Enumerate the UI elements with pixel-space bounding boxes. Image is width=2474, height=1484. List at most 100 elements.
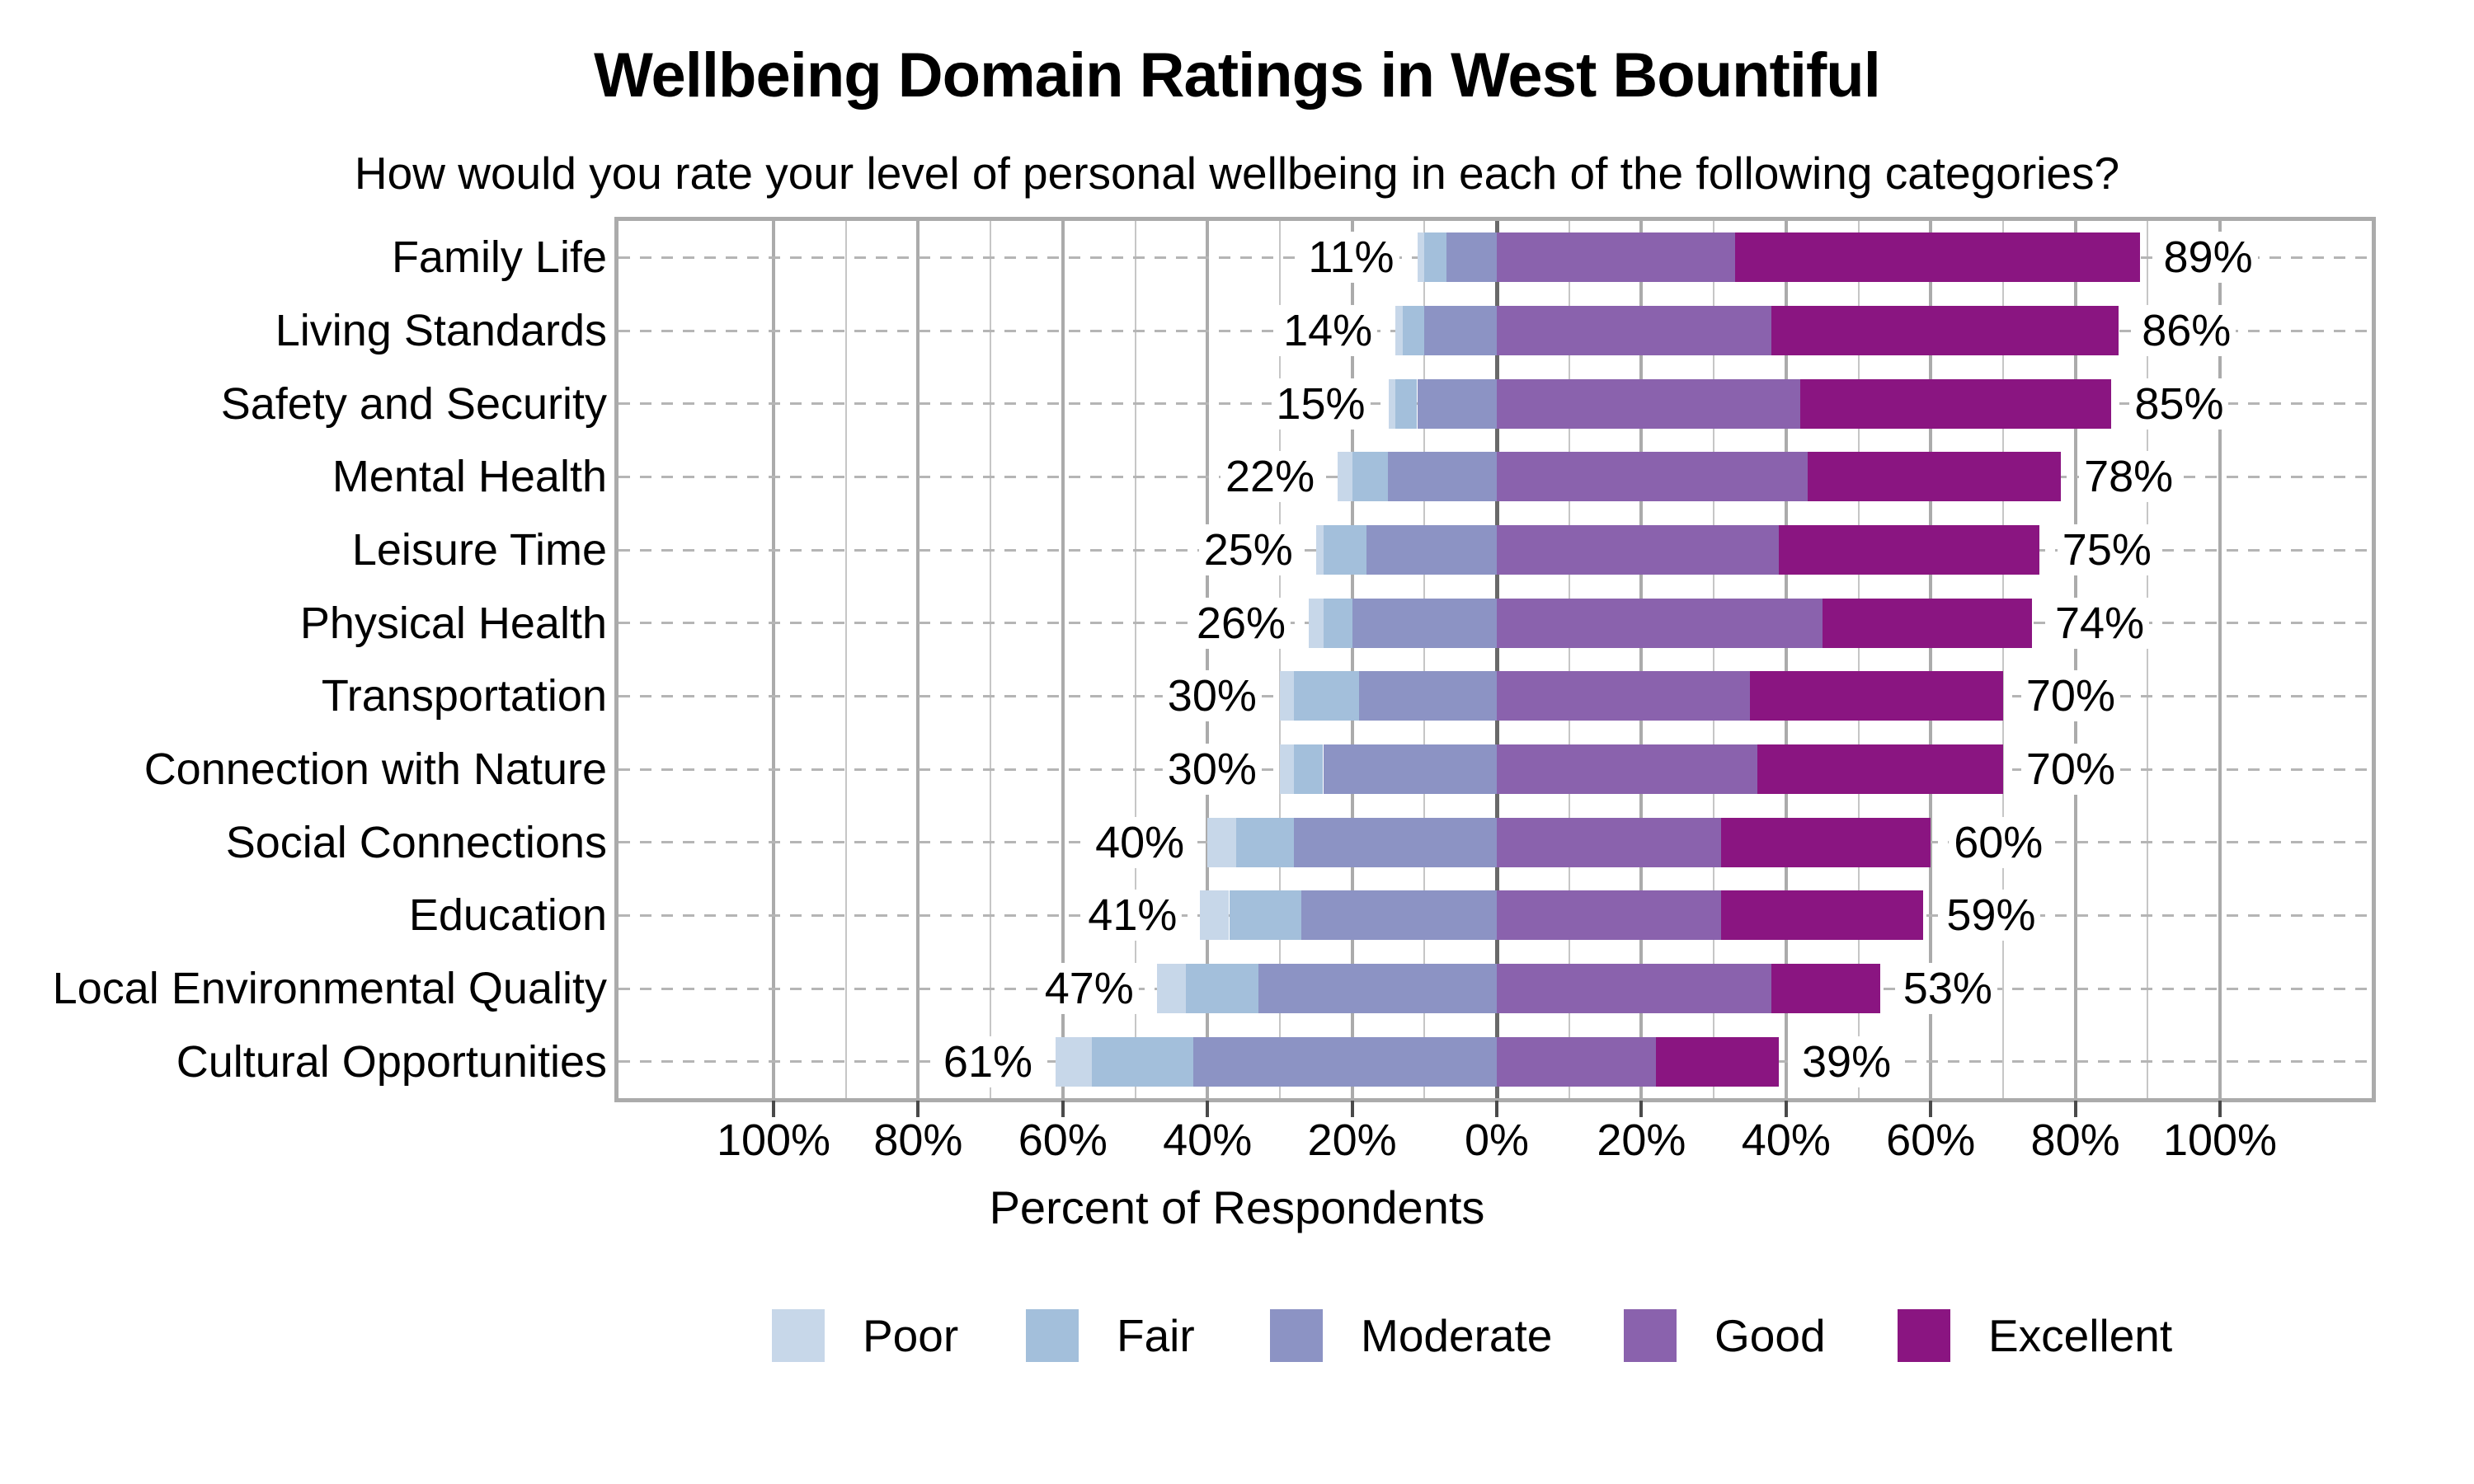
bar-segment-moderate — [1294, 817, 1497, 867]
category-label: Leisure Time — [351, 525, 607, 575]
category-label: Family Life — [391, 232, 607, 283]
legend-swatch-excellent — [1898, 1309, 1950, 1362]
bar-segment-moderate — [1446, 232, 1497, 283]
x-axis-tick-label: 80% — [873, 1115, 963, 1165]
category-label: Transportation — [321, 671, 607, 721]
legend-label-moderate: Moderate — [1361, 1309, 1553, 1361]
vertical-gridline — [844, 221, 847, 1098]
plot-frame — [614, 217, 2376, 1102]
x-axis-tick — [2218, 1101, 2222, 1117]
legend-swatch-good — [1624, 1309, 1677, 1362]
vertical-gridline — [990, 221, 992, 1098]
x-axis-tick-label: 40% — [1163, 1115, 1253, 1165]
category-label: Connection with Nature — [143, 744, 607, 794]
x-axis-tick-label: 60% — [1018, 1115, 1108, 1165]
bar-segment-fair — [1236, 817, 1295, 867]
vertical-gridline — [1713, 221, 1715, 1098]
x-axis-tick — [1929, 1101, 1933, 1117]
bar-segment-moderate — [1424, 306, 1497, 355]
bar-segment-excellent — [1749, 671, 2003, 721]
bar-segment-moderate — [1258, 964, 1497, 1013]
bar-segment-excellent — [1779, 525, 2039, 575]
vertical-gridline — [1568, 221, 1570, 1098]
category-label: Cultural Opportunities — [176, 1036, 607, 1087]
right-total-label: 89% — [2158, 232, 2258, 284]
x-axis-tick — [1784, 1101, 1788, 1117]
left-total-label: 30% — [1162, 743, 1262, 796]
left-total-label: 47% — [1039, 962, 1139, 1015]
x-axis-tick — [1206, 1101, 1210, 1117]
bar-segment-excellent — [1808, 452, 2061, 502]
right-total-label: 78% — [2079, 451, 2179, 503]
x-axis-tick — [1639, 1101, 1644, 1117]
x-axis-tick-label: 100% — [716, 1115, 831, 1165]
legend-swatch-moderate — [1270, 1309, 1323, 1362]
vertical-gridline — [2073, 221, 2077, 1098]
vertical-gridline — [772, 221, 775, 1098]
chart-subtitle: How would you rate your level of persona… — [354, 148, 2120, 199]
bar-segment-fair — [1294, 744, 1324, 794]
legend-label-excellent: Excellent — [1988, 1309, 2173, 1361]
vertical-gridline — [916, 221, 920, 1098]
right-total-label: 75% — [2057, 524, 2157, 576]
category-label: Social Connections — [225, 817, 607, 867]
bar-segment-good — [1497, 232, 1736, 283]
bar-segment-moderate — [1352, 598, 1497, 648]
bar-segment-fair — [1185, 964, 1258, 1013]
vertical-gridline — [1423, 221, 1426, 1098]
right-total-label: 39% — [1797, 1036, 1897, 1087]
vertical-gridline — [2001, 221, 2004, 1098]
legend-label-good: Good — [1714, 1309, 1826, 1361]
vertical-gridline — [1929, 221, 1933, 1098]
x-axis-tick-label: 40% — [1741, 1115, 1831, 1165]
vertical-gridline — [1206, 221, 1210, 1098]
bar-segment-poor — [1056, 1036, 1092, 1087]
category-label: Education — [408, 890, 607, 941]
bar-segment-poor — [1388, 378, 1396, 429]
bar-segment-poor — [1315, 525, 1324, 575]
left-total-label: 11% — [1303, 232, 1399, 284]
left-total-label: 15% — [1271, 378, 1371, 430]
vertical-gridline — [1784, 221, 1788, 1098]
bar-segment-excellent — [1655, 1036, 1779, 1087]
x-axis-tick-label: 100% — [2162, 1115, 2278, 1165]
bar-segment-poor — [1279, 744, 1295, 794]
legend-item-excellent: Excellent — [1898, 1309, 2172, 1362]
x-axis-tick — [1495, 1101, 1498, 1117]
right-total-label: 85% — [2129, 378, 2229, 430]
bar-segment-moderate — [1359, 671, 1497, 721]
bar-segment-fair — [1091, 1036, 1193, 1087]
bar-segment-poor — [1395, 306, 1403, 355]
category-label: Mental Health — [332, 452, 607, 502]
x-axis-tick — [2073, 1101, 2077, 1117]
legend-item-fair: Fair — [1026, 1309, 1195, 1362]
bar-segment-good — [1497, 452, 1808, 502]
bar-segment-excellent — [1735, 232, 2141, 283]
bar-segment-fair — [1403, 306, 1425, 355]
bar-segment-poor — [1338, 452, 1352, 502]
category-label: Physical Health — [299, 598, 607, 648]
bar-segment-fair — [1352, 452, 1389, 502]
zero-gridline — [1494, 221, 1499, 1098]
vertical-gridline — [2218, 221, 2222, 1098]
bar-segment-moderate — [1301, 890, 1497, 941]
bar-segment-poor — [1207, 817, 1237, 867]
x-axis-tick-label: 80% — [2030, 1115, 2120, 1165]
chart-title: Wellbeing Domain Ratings in West Bountif… — [594, 40, 1881, 110]
legend-label-poor: Poor — [863, 1309, 959, 1361]
bar-segment-excellent — [1800, 378, 2112, 429]
bar-segment-fair — [1294, 671, 1360, 721]
category-label: Safety and Security — [220, 378, 607, 429]
legend-item-moderate: Moderate — [1270, 1309, 1552, 1362]
bar-segment-moderate — [1366, 525, 1497, 575]
right-total-label: 70% — [2020, 743, 2120, 796]
bar-segment-excellent — [1720, 817, 1931, 867]
right-total-label: 59% — [1941, 890, 2041, 942]
left-total-label: 61% — [938, 1036, 1037, 1087]
right-total-label: 74% — [2050, 597, 2150, 649]
bar-segment-poor — [1417, 232, 1425, 283]
vertical-gridline — [2147, 221, 2149, 1098]
bar-segment-good — [1497, 306, 1772, 355]
bar-segment-excellent — [1757, 744, 2003, 794]
legend-item-poor: Poor — [772, 1309, 958, 1362]
